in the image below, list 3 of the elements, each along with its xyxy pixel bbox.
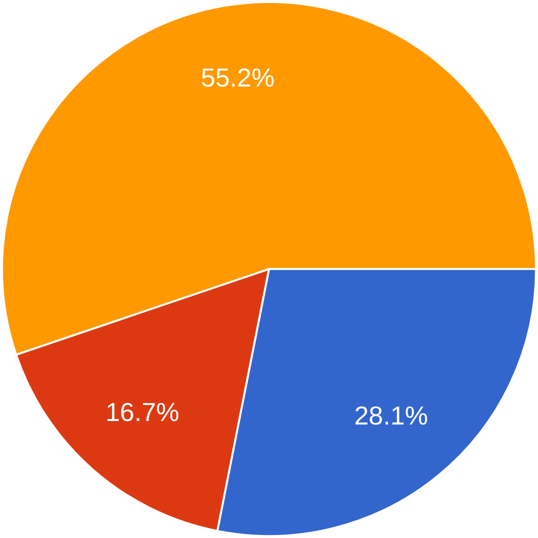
data-label: 28.1% (354, 400, 428, 431)
data-label: 16.7% (105, 396, 180, 427)
data-label: 55.2% (200, 62, 275, 92)
